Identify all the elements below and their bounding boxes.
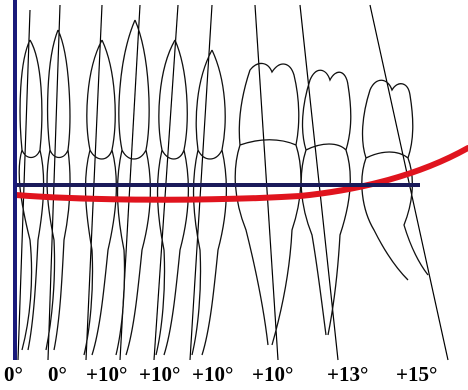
tooth-8: [300, 69, 352, 336]
angle-label-6: +10°: [252, 362, 294, 386]
tooth-1: [18, 39, 45, 351]
axis-line-8: [299, 4, 339, 361]
axis-line-3: [85, 4, 103, 361]
axis-line-5: [153, 4, 179, 361]
angle-label-7: +13°: [327, 362, 369, 386]
angle-label-2: 0°: [48, 362, 67, 386]
tooth-2: [45, 29, 71, 351]
axis-line-7: [254, 4, 279, 361]
angle-label-3: +10°: [86, 362, 128, 386]
tooth-7: [234, 62, 302, 346]
tooth-9: [361, 79, 429, 281]
angle-label-8: +15°: [396, 362, 438, 386]
axis-line-2: [47, 4, 61, 361]
axis-line-6: [189, 4, 213, 361]
angle-label-1: 0°: [4, 362, 23, 386]
angle-label-5: +10°: [192, 362, 234, 386]
tooth-4: [115, 19, 152, 356]
curve-of-spee: [13, 145, 468, 203]
angle-label-4: +10°: [139, 362, 181, 386]
axis-line-9: [369, 4, 449, 361]
